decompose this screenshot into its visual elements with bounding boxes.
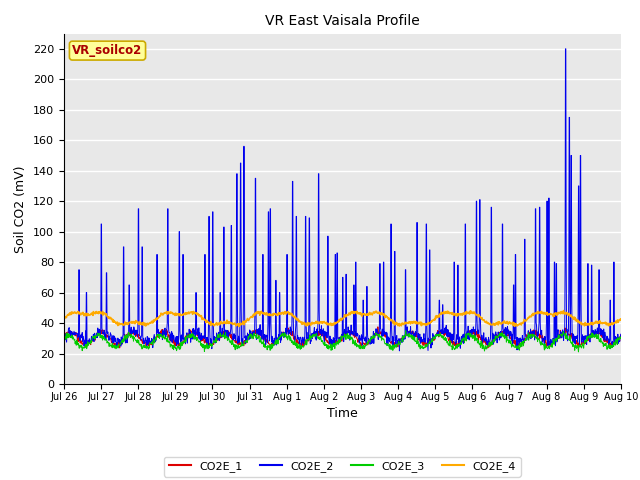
CO2E_4 (318, 320, 326, 325)
CO2E_3 (308, 335, 316, 340)
CO2E_3 (617, 336, 625, 341)
CO2E_1 (103, 332, 111, 338)
CO2E_1 (617, 332, 625, 337)
CO2E_3 (377, 334, 385, 340)
CO2E_3 (60, 332, 68, 338)
CO2E_2 (60, 338, 68, 344)
CO2E_1 (308, 334, 316, 340)
CO2E_1 (318, 330, 326, 336)
CO2E_2 (126, 328, 134, 334)
CO2E_2 (318, 333, 326, 339)
CO2E_4 (297, 319, 305, 324)
CO2E_2 (396, 348, 403, 354)
CO2E_2 (377, 326, 385, 332)
CO2E_3 (296, 347, 304, 352)
Line: CO2E_1: CO2E_1 (64, 327, 621, 349)
Y-axis label: Soil CO2 (mV): Soil CO2 (mV) (15, 165, 28, 252)
Line: CO2E_2: CO2E_2 (64, 49, 621, 351)
Legend: CO2E_1, CO2E_2, CO2E_3, CO2E_4: CO2E_1, CO2E_2, CO2E_3, CO2E_4 (164, 457, 521, 477)
CO2E_1 (296, 340, 304, 346)
Line: CO2E_3: CO2E_3 (64, 331, 621, 352)
CO2E_3 (103, 340, 111, 346)
CO2E_4 (126, 319, 134, 325)
CO2E_1 (389, 347, 397, 352)
CO2E_2 (296, 335, 304, 340)
CO2E_4 (617, 317, 625, 323)
CO2E_1 (60, 334, 68, 339)
CO2E_2 (103, 330, 111, 336)
CO2E_4 (308, 319, 316, 325)
X-axis label: Time: Time (327, 407, 358, 420)
CO2E_4 (560, 308, 568, 313)
CO2E_3 (318, 337, 326, 343)
Line: CO2E_4: CO2E_4 (64, 311, 621, 326)
CO2E_2 (562, 46, 570, 52)
CO2E_2 (308, 333, 316, 339)
CO2E_1 (374, 324, 381, 330)
CO2E_1 (378, 331, 385, 336)
CO2E_4 (60, 316, 68, 322)
CO2E_2 (617, 331, 625, 337)
Text: VR_soilco2: VR_soilco2 (72, 44, 143, 57)
CO2E_4 (235, 324, 243, 329)
CO2E_4 (103, 313, 111, 319)
CO2E_4 (378, 310, 385, 316)
CO2E_3 (126, 332, 134, 338)
Title: VR East Vaisala Profile: VR East Vaisala Profile (265, 14, 420, 28)
CO2E_1 (126, 331, 134, 337)
CO2E_3 (402, 328, 410, 334)
CO2E_3 (575, 349, 582, 355)
